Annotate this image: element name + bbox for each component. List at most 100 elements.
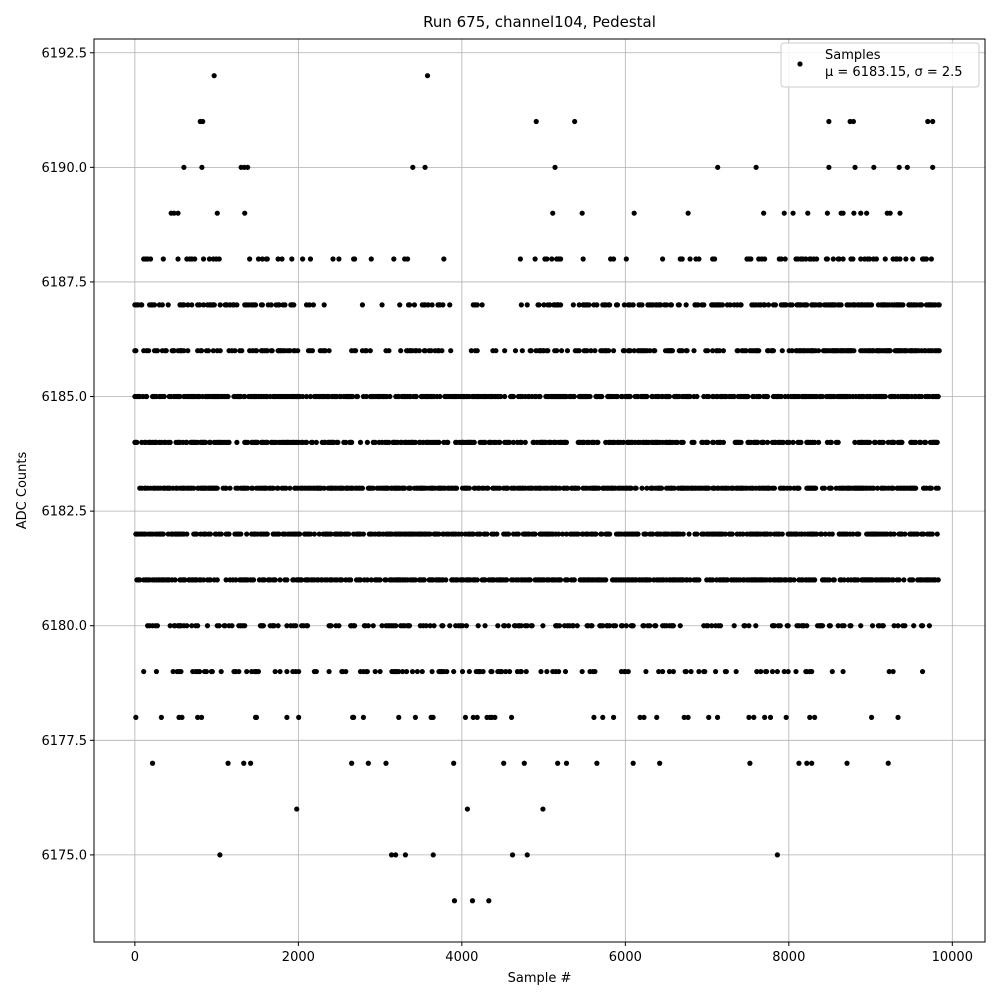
- data-point: [185, 348, 191, 354]
- data-point: [720, 439, 727, 445]
- data-point: [300, 256, 306, 262]
- data-point: [745, 393, 751, 400]
- data-point: [793, 668, 799, 675]
- data-point: [354, 393, 361, 400]
- data-point: [910, 256, 916, 262]
- data-point: [758, 668, 764, 675]
- data-point: [297, 531, 303, 537]
- data-point: [782, 256, 788, 262]
- data-point: [902, 531, 908, 537]
- data-point: [610, 256, 617, 262]
- data-point: [524, 302, 530, 308]
- data-point: [922, 439, 929, 445]
- data-point: [757, 393, 763, 400]
- data-point: [429, 668, 435, 675]
- x-axis-label: Sample #: [508, 971, 572, 986]
- data-point: [684, 348, 690, 354]
- data-point: [444, 668, 450, 675]
- data-point: [630, 760, 636, 766]
- data-point: [479, 302, 485, 308]
- data-point: [630, 623, 636, 629]
- data-point: [623, 623, 629, 629]
- data-point: [677, 623, 683, 629]
- data-point: [679, 256, 685, 262]
- data-point: [887, 348, 893, 354]
- data-point: [785, 623, 791, 629]
- data-point: [372, 668, 378, 675]
- data-point: [593, 531, 599, 537]
- data-point: [710, 577, 716, 583]
- data-point: [268, 302, 274, 308]
- data-point: [612, 623, 619, 629]
- data-point: [239, 348, 245, 354]
- data-point: [650, 531, 656, 537]
- data-point: [282, 302, 288, 308]
- data-point: [670, 668, 676, 675]
- data-point: [774, 668, 780, 675]
- data-point: [529, 623, 535, 629]
- data-point: [818, 531, 825, 537]
- data-point: [635, 531, 641, 537]
- data-point: [899, 439, 905, 445]
- data-point: [498, 393, 504, 400]
- data-point: [429, 302, 435, 308]
- data-point: [868, 714, 875, 720]
- data-point: [791, 577, 797, 583]
- data-point: [255, 668, 262, 675]
- data-point: [462, 714, 469, 720]
- data-point: [620, 439, 626, 445]
- data-point: [874, 485, 881, 491]
- data-point: [379, 623, 385, 629]
- data-point: [660, 668, 666, 675]
- data-point: [260, 623, 266, 629]
- data-point: [524, 623, 530, 629]
- data-point: [484, 531, 490, 537]
- data-point: [287, 485, 293, 491]
- data-point: [291, 302, 297, 308]
- data-point: [824, 210, 830, 216]
- data-point: [255, 256, 262, 262]
- data-point: [563, 439, 570, 445]
- data-point: [586, 302, 592, 308]
- data-point: [512, 348, 519, 354]
- data-point: [564, 485, 571, 491]
- data-point: [714, 714, 721, 720]
- data-point: [216, 256, 222, 262]
- data-point: [850, 118, 856, 125]
- data-point: [572, 118, 578, 125]
- data-point: [804, 623, 810, 629]
- data-point: [352, 348, 359, 354]
- data-point: [891, 439, 897, 445]
- data-point: [153, 668, 160, 675]
- data-point: [191, 485, 197, 491]
- data-point: [503, 668, 509, 675]
- data-point: [596, 485, 602, 491]
- data-point: [644, 393, 650, 400]
- data-point: [229, 623, 235, 629]
- data-point: [471, 439, 477, 445]
- data-point: [891, 623, 897, 629]
- data-point: [600, 714, 606, 720]
- data-point: [151, 302, 158, 308]
- data-point: [771, 485, 778, 491]
- data-point: [154, 623, 161, 629]
- data-point: [814, 256, 820, 262]
- data-point: [656, 668, 662, 675]
- data-point: [412, 577, 419, 583]
- data-point: [133, 714, 139, 720]
- data-point: [735, 348, 741, 354]
- data-point: [234, 439, 240, 445]
- data-point: [644, 485, 650, 491]
- data-point: [674, 439, 680, 445]
- data-point: [307, 531, 314, 537]
- data-point: [296, 668, 302, 675]
- data-point: [695, 302, 701, 308]
- data-point: [798, 439, 804, 445]
- data-point: [706, 714, 712, 720]
- data-point: [447, 623, 453, 629]
- data-point: [427, 531, 433, 537]
- data-point: [746, 623, 752, 629]
- data-point: [771, 623, 778, 629]
- data-point: [628, 485, 634, 491]
- data-point: [571, 577, 577, 583]
